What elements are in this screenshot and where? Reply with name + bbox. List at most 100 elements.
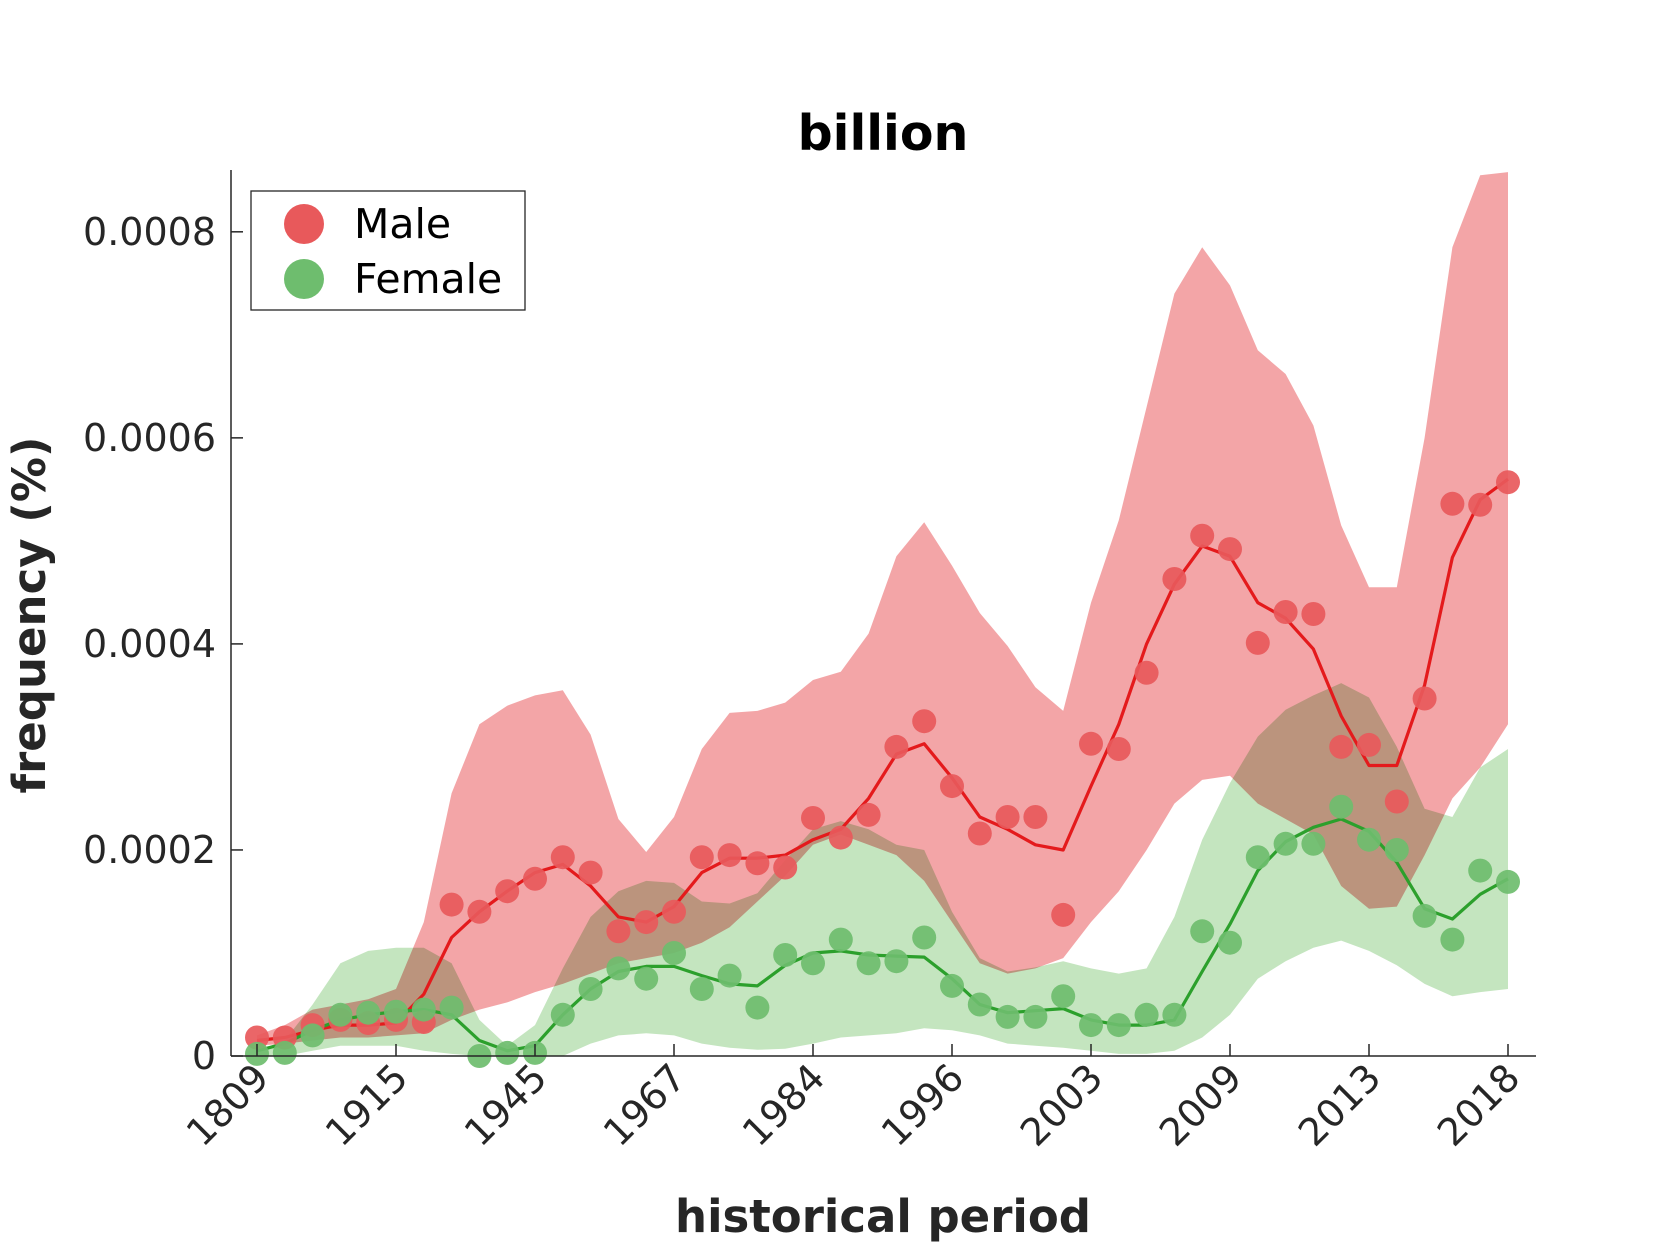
- female-point: [717, 963, 742, 988]
- legend-marker-female: [284, 259, 324, 299]
- male-point: [1106, 737, 1131, 761]
- male-point: [1384, 789, 1409, 814]
- female-point: [578, 977, 603, 1001]
- y-tick-label: 0.0002: [83, 828, 216, 872]
- x-axis-label: historical period: [675, 1190, 1091, 1243]
- x-tick-label: 1915: [317, 1055, 417, 1155]
- female-point: [1162, 1002, 1187, 1027]
- male-point: [495, 879, 520, 904]
- female-point: [1079, 1013, 1103, 1038]
- female-point: [912, 925, 937, 950]
- male-point: [1301, 602, 1326, 626]
- female-point: [1051, 984, 1076, 1009]
- y-tick-label: 0: [192, 1034, 216, 1078]
- female-point: [1412, 903, 1437, 928]
- female-point: [801, 951, 825, 976]
- female-point: [634, 966, 659, 991]
- axes: [230, 170, 1536, 1057]
- y-axis-label: frequency (%): [3, 437, 56, 794]
- x-tick-label: 2003: [1012, 1055, 1112, 1155]
- female-point: [384, 999, 408, 1024]
- female-point: [328, 1002, 353, 1027]
- female-point: [411, 997, 436, 1022]
- male-point: [1190, 523, 1215, 548]
- female-point: [1357, 827, 1381, 852]
- female-point: [1496, 869, 1520, 894]
- male-point: [662, 899, 686, 924]
- female-point: [745, 995, 770, 1020]
- male-point: [1079, 731, 1103, 756]
- female-point: [1190, 919, 1215, 944]
- female-point: [689, 977, 714, 1001]
- male-point: [606, 919, 631, 944]
- female-point: [1218, 930, 1242, 955]
- male-point: [1412, 686, 1437, 711]
- female-point: [1440, 927, 1465, 952]
- male-point: [828, 825, 853, 850]
- male-point: [995, 805, 1020, 829]
- male-point: [856, 802, 881, 827]
- male-point: [745, 851, 770, 876]
- female-point: [439, 995, 464, 1020]
- legend-marker-male: [284, 204, 324, 244]
- female-point: [495, 1040, 520, 1065]
- male-point: [578, 860, 603, 885]
- female-trend-line: [256, 817, 1509, 1053]
- female-point: [550, 1002, 575, 1027]
- male-point: [245, 1025, 269, 1050]
- male-point: [1051, 902, 1076, 927]
- confidence-bands: [257, 172, 1508, 1056]
- male-point: [801, 806, 825, 830]
- male-point: [967, 821, 992, 846]
- male-point: [717, 843, 742, 868]
- data-points: [245, 470, 1520, 1068]
- female-point: [1329, 794, 1354, 819]
- female-point: [1384, 838, 1409, 862]
- female-point: [940, 973, 964, 998]
- female-point: [1273, 831, 1298, 856]
- female-point: [1245, 845, 1270, 870]
- male-point: [1162, 567, 1187, 591]
- female-point: [662, 941, 686, 965]
- female-point: [773, 943, 798, 967]
- female-point: [356, 1000, 381, 1025]
- male-point: [1468, 492, 1493, 517]
- female-point: [856, 951, 881, 976]
- male-point: [940, 774, 964, 799]
- male-point: [689, 845, 714, 870]
- x-tick-label: 2009: [1151, 1055, 1251, 1155]
- male-point: [550, 845, 575, 870]
- x-tick-label: 2013: [1290, 1055, 1390, 1155]
- female-point: [1023, 1004, 1048, 1029]
- trend-lines: [256, 477, 1509, 1053]
- male-point: [773, 855, 798, 880]
- female-point: [1468, 858, 1493, 883]
- female-point: [300, 1023, 325, 1048]
- x-tick-label: 1967: [595, 1055, 695, 1155]
- y-tick-label: 0.0006: [83, 416, 216, 460]
- male-point: [1440, 491, 1465, 516]
- x-tick-label: 1984: [734, 1055, 834, 1155]
- male-point: [1357, 732, 1381, 757]
- legend-label-female: Female: [354, 255, 502, 303]
- male-point: [1218, 537, 1242, 562]
- y-tick-label: 0.0008: [83, 210, 216, 254]
- x-tick-label: 1945: [456, 1055, 556, 1155]
- y-ticks: 0 0.0002 0.0004 0.0006 0.0008: [83, 210, 243, 1078]
- female-point: [1106, 1013, 1131, 1038]
- chart-title: billion: [798, 105, 969, 162]
- male-point: [884, 734, 909, 759]
- female-point: [884, 949, 909, 974]
- male-point: [439, 892, 464, 917]
- female-point: [1134, 1002, 1159, 1027]
- female-point: [1301, 831, 1326, 856]
- male-point: [912, 709, 937, 734]
- male-point: [1273, 600, 1298, 624]
- female-point: [995, 1004, 1020, 1029]
- male-point: [1329, 734, 1354, 759]
- female-point: [606, 956, 631, 981]
- legend: Male Female: [250, 190, 526, 311]
- male-point: [1023, 805, 1048, 829]
- x-tick-label: 2018: [1429, 1055, 1529, 1155]
